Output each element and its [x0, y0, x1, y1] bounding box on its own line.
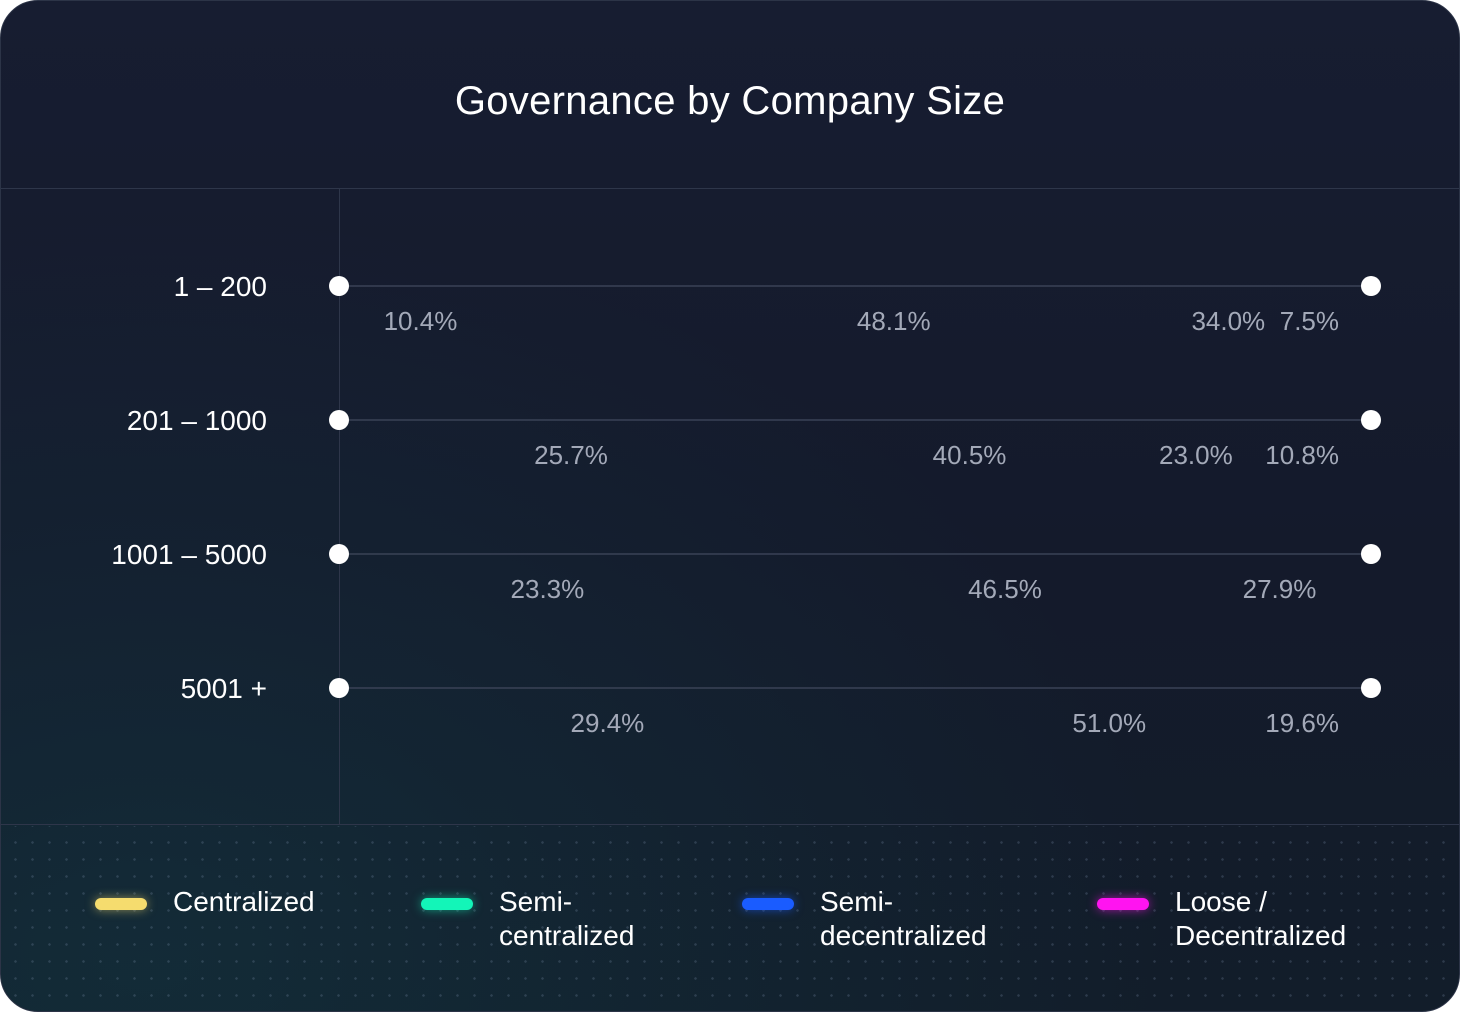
legend-area: [1, 826, 1459, 1011]
track-start-dot-201-1000: [329, 410, 349, 430]
value-label-loose-decentralized-201-1000: 10.8%: [1265, 440, 1339, 470]
value-label-centralized-1001-5000: 23.3%: [511, 574, 585, 604]
value-label-semi-decentralized-201-1000: 23.0%: [1159, 440, 1233, 470]
category-label-1-200: 1 – 200: [173, 271, 267, 302]
value-label-centralized-201-1000: 25.7%: [534, 440, 608, 470]
legend-label-line1: Centralized: [173, 886, 315, 917]
legend-divider: [1, 824, 1459, 825]
value-label-semi-decentralized-1-200: 34.0%: [1191, 306, 1265, 336]
legend-swatch-semi-centralized: [421, 898, 473, 910]
track-start-dot-1-200: [329, 276, 349, 296]
track-start-dot-5001: [329, 678, 349, 698]
legend-label-line2: centralized: [499, 920, 635, 951]
legend-label-line2: decentralized: [820, 920, 987, 951]
legend-label-line1: Semi-: [820, 886, 894, 917]
track-end-dot-201-1000: [1361, 410, 1381, 430]
category-label-201-1000: 201 – 1000: [126, 405, 267, 436]
value-label-centralized-5001: 29.4%: [571, 708, 645, 738]
value-label-centralized-1-200: 10.4%: [384, 306, 458, 336]
track-end-dot-1001-5000: [1361, 544, 1381, 564]
value-label-loose-decentralized-1-200: 7.5%: [1280, 306, 1339, 336]
value-label-semi-centralized-5001: 51.0%: [1072, 708, 1146, 738]
value-label-semi-decentralized-5001: 19.6%: [1265, 708, 1339, 738]
track-end-dot-1-200: [1361, 276, 1381, 296]
axis-divider: [339, 189, 340, 825]
header-divider: [1, 188, 1459, 189]
category-label-1001-5000: 1001 – 5000: [111, 539, 267, 570]
legend-swatch-semi-decentralized: [742, 898, 794, 910]
track-end-dot-5001: [1361, 678, 1381, 698]
legend-label-line1: Semi-: [499, 886, 573, 917]
value-label-semi-decentralized-1001-5000: 27.9%: [1243, 574, 1317, 604]
legend-swatch-centralized: [95, 898, 147, 910]
value-label-semi-centralized-201-1000: 40.5%: [933, 440, 1007, 470]
value-label-semi-centralized-1001-5000: 46.5%: [968, 574, 1042, 604]
track-start-dot-1001-5000: [329, 544, 349, 564]
category-label-5001-plus: 5001 +: [180, 673, 267, 704]
value-label-semi-centralized-1-200: 48.1%: [857, 306, 931, 336]
legend-label-line2: Decentralized: [1175, 920, 1347, 951]
legend-label-line1: Loose /: [1175, 886, 1267, 917]
legend-swatch-loose-decentralized: [1097, 898, 1149, 910]
chart-title: Governance by Company Size: [454, 79, 1006, 123]
